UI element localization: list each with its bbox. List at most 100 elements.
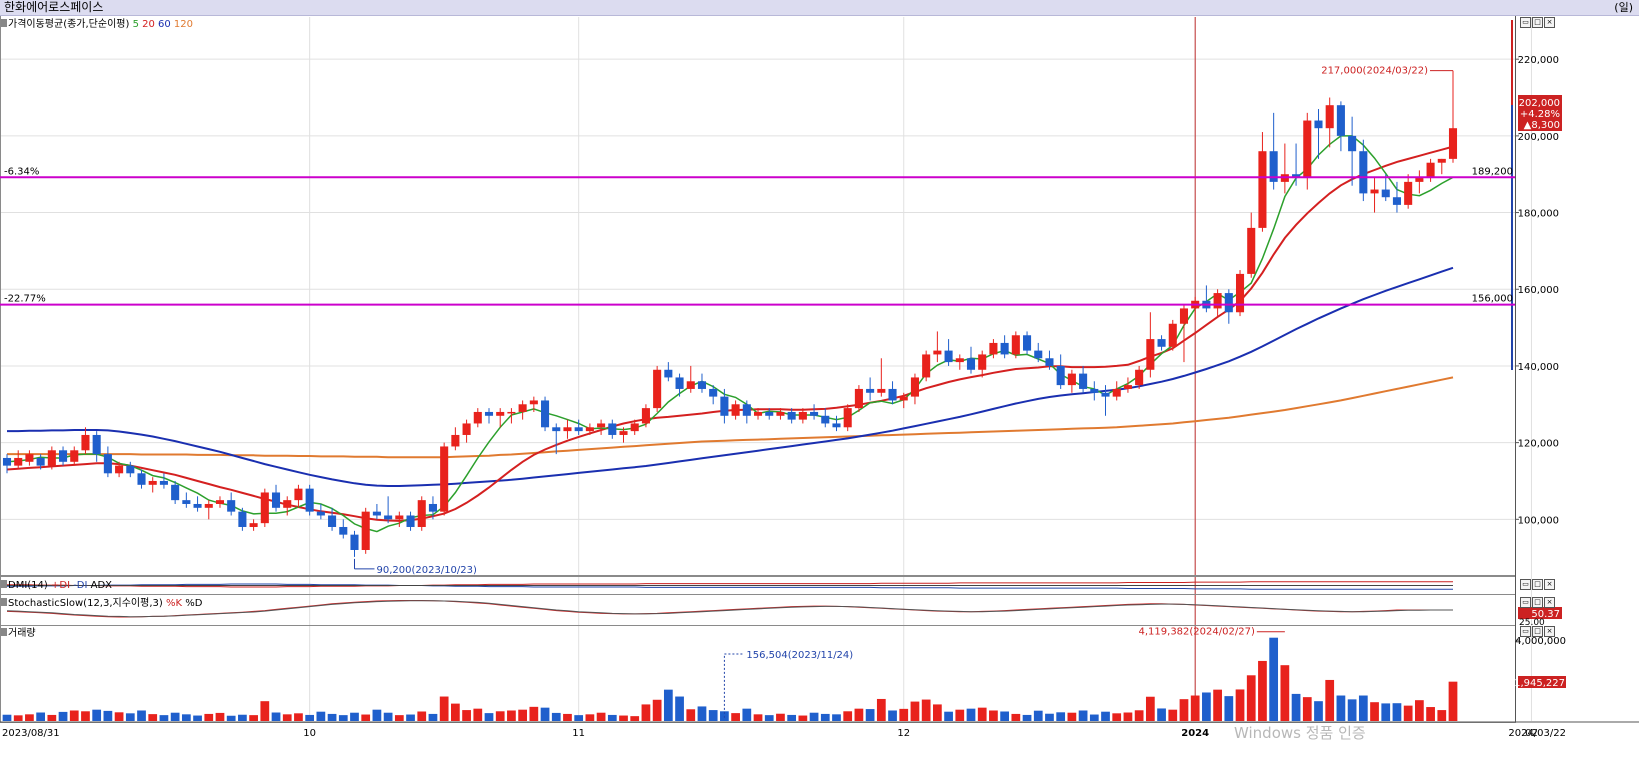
volume-bar <box>1392 703 1402 721</box>
close-icon[interactable]: × <box>1544 17 1555 28</box>
restore-icon[interactable]: ▭ <box>1520 597 1531 608</box>
volume-bar <box>663 689 673 721</box>
close-icon[interactable]: × <box>1544 626 1555 637</box>
candle-body <box>585 427 594 432</box>
restore-icon[interactable]: ▭ <box>1520 626 1531 637</box>
last-volume-box <box>1518 676 1566 688</box>
candle-body <box>484 411 494 416</box>
candle-body <box>675 377 684 389</box>
candle-body <box>955 358 964 363</box>
volume-bar <box>417 711 427 721</box>
maximize-icon[interactable]: □ <box>1532 17 1543 28</box>
volume-bar <box>630 716 640 721</box>
candle-body <box>428 503 437 512</box>
candle-body <box>1325 105 1334 129</box>
candle-body <box>888 388 897 401</box>
candle-body <box>1292 174 1301 179</box>
maximize-icon[interactable]: □ <box>1532 597 1543 608</box>
candle-body <box>821 415 830 424</box>
moving-average-lines <box>6 135 1454 533</box>
candle-body <box>25 454 34 462</box>
volume-bar <box>1370 702 1379 721</box>
stoch-value-box <box>1518 607 1562 619</box>
candle-body <box>271 492 281 508</box>
candle-body <box>608 423 617 435</box>
candle-body <box>193 503 202 508</box>
candle-body <box>417 500 426 527</box>
candlesticks <box>2 70 1458 557</box>
ma20-line <box>6 145 1454 522</box>
volume-bar <box>81 711 90 721</box>
annotations: -6.34% 189,200 -22.77% 156,000 217,000(2024/… <box>1 17 1566 742</box>
volume-bar <box>338 715 348 721</box>
hline2-value: 156,000 <box>1472 294 1513 305</box>
volume-bar <box>238 714 247 721</box>
stoch-value: 50.37 <box>1531 609 1560 620</box>
candle-body <box>989 342 998 355</box>
price-legend: 가격이동평균(종가,단순이평) 5 20 60 120 <box>8 17 193 30</box>
restore-icon[interactable]: ▭ <box>1520 579 1531 590</box>
volume-bar <box>865 709 875 721</box>
volume-bar <box>1403 705 1413 721</box>
volume-bar <box>607 714 617 721</box>
volume-bar <box>361 714 371 721</box>
volume-bar <box>305 714 315 721</box>
low-annotation: 90,200(2023/10/23) <box>376 565 477 576</box>
volume-bar <box>114 712 124 721</box>
period-label[interactable]: (일) <box>1614 1 1633 14</box>
close-icon[interactable]: × <box>1544 597 1555 608</box>
last-change: ▲8,300 <box>1524 120 1560 131</box>
volume-bar <box>1280 665 1290 721</box>
candle-body <box>215 500 225 504</box>
volume-bar <box>955 709 965 721</box>
volume-bar <box>1213 689 1222 721</box>
candle-body <box>910 377 919 397</box>
volume-bar <box>58 711 68 721</box>
volume-bar <box>473 708 483 721</box>
maximize-icon[interactable]: □ <box>1532 579 1543 590</box>
watermark: Windows 정품 인증 <box>1234 724 1366 742</box>
volume-bar <box>809 712 819 721</box>
candle-body <box>1359 151 1368 194</box>
volume-bar <box>148 714 158 721</box>
candle-body <box>742 404 751 416</box>
candle-body <box>1235 273 1245 313</box>
candle-body <box>283 500 292 508</box>
volume-bar <box>181 714 191 721</box>
volume-bar <box>1045 713 1054 721</box>
candle-body <box>843 408 852 428</box>
volume-bar <box>428 713 438 721</box>
volume-bar <box>641 704 651 721</box>
candle-body <box>36 457 45 466</box>
candle-body <box>1224 293 1233 313</box>
candle-body <box>1404 181 1413 205</box>
volume-bar <box>170 712 180 721</box>
candle-body <box>70 450 79 462</box>
gridlines <box>0 17 1532 721</box>
volume-bar <box>1011 713 1021 721</box>
candle-body <box>406 515 415 527</box>
volume-legend: 거래량 <box>8 627 36 639</box>
close-icon[interactable]: × <box>1544 579 1555 590</box>
candle-body <box>115 465 124 474</box>
volume-bar <box>372 709 382 721</box>
volume-bar <box>1302 697 1312 721</box>
volume-bar <box>495 711 505 721</box>
volume-bar <box>1033 710 1043 721</box>
volume-bar <box>1056 712 1066 721</box>
candle-body <box>294 488 303 501</box>
volume-bar <box>843 711 853 721</box>
volume-bar <box>103 710 113 721</box>
restore-icon[interactable]: ▭ <box>1520 17 1531 28</box>
panel-frame <box>0 15 1516 576</box>
maximize-icon[interactable]: □ <box>1532 626 1543 637</box>
ma120-line <box>7 376 1454 459</box>
x-tick-label: 2023/08/31 <box>2 728 60 739</box>
volume-tick-label: 4,000,000 <box>1515 636 1566 647</box>
price-panel-buttons: ▭ □ × <box>1520 17 1555 28</box>
candle-body <box>1314 120 1323 129</box>
candle-body <box>944 350 953 363</box>
volume-bar <box>1314 701 1323 721</box>
candle-body <box>1067 373 1076 386</box>
